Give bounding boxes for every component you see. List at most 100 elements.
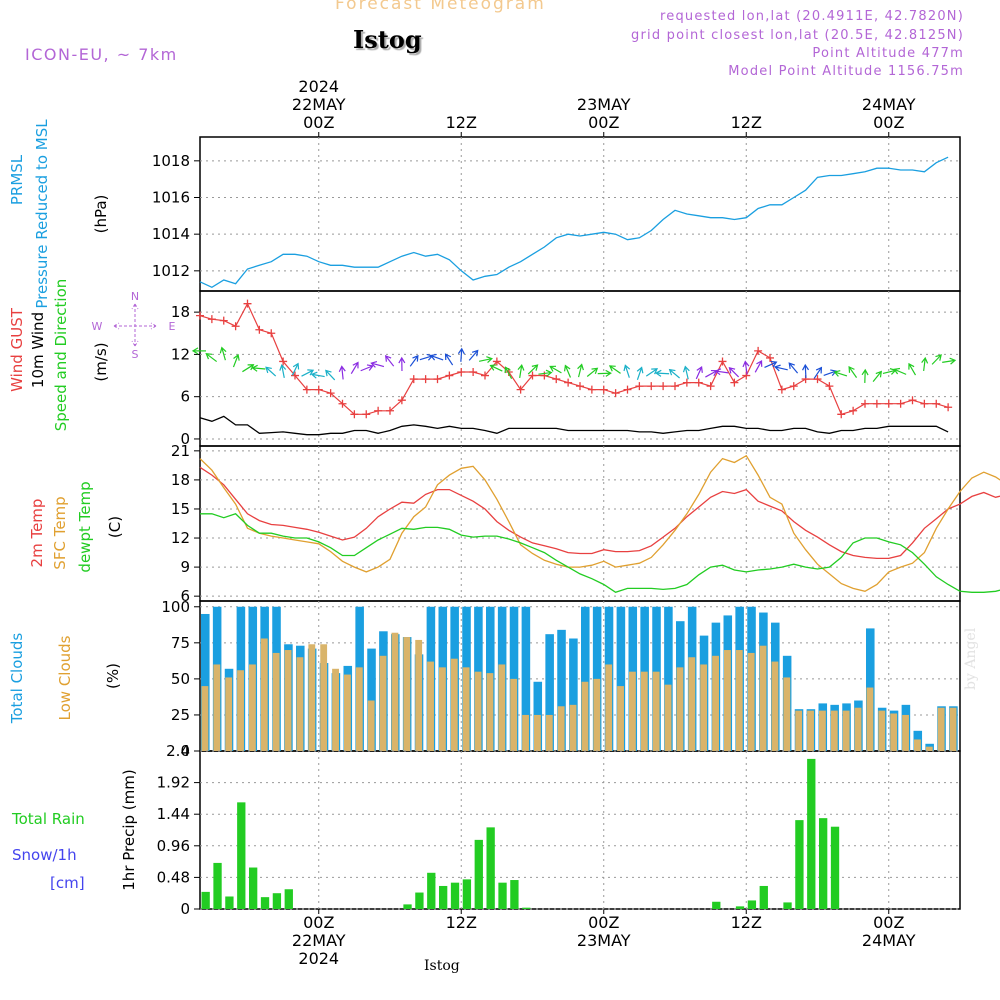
- wind-direction-arrow: [291, 362, 300, 376]
- gust-marker: [635, 382, 644, 391]
- low-cloud-bar: [296, 657, 304, 751]
- low-cloud-bar: [379, 655, 387, 751]
- wind-direction-arrow: [695, 365, 703, 380]
- requested-point: requested lon,lat (20.4911E, 42.7820N): [659, 9, 964, 24]
- wind-arrow-head: [265, 366, 272, 374]
- wind-speed-direction-label: Speed and Direction: [52, 279, 70, 432]
- rain-bar: [735, 906, 745, 909]
- wind-direction-arrow: [931, 354, 942, 365]
- wind-direction-arrow: [577, 363, 584, 378]
- pressure-label-short: PRMSL: [8, 154, 26, 205]
- wind-direction-arrow: [801, 363, 810, 379]
- low-cloud-bar: [830, 710, 838, 751]
- wind-arrow-head: [770, 360, 778, 368]
- time-tick-label: 23MAY: [577, 931, 631, 950]
- wind-direction-arrow: [608, 365, 621, 374]
- gust-marker: [671, 382, 679, 391]
- time-tick-label: 00Z: [303, 113, 334, 132]
- gust-marker: [920, 399, 929, 408]
- low-cloud-bar: [949, 707, 957, 751]
- wind-arrow-shaft: [341, 367, 344, 380]
- wind-arrow-shaft: [695, 367, 702, 380]
- gust-marker: [944, 403, 953, 412]
- gust-marker: [243, 299, 252, 308]
- y-tick-label: 0: [180, 742, 190, 760]
- wind-arrow-head: [756, 359, 763, 367]
- wind-direction-arrow: [861, 368, 869, 383]
- gust-marker: [908, 396, 917, 405]
- wind-arrow-shaft: [705, 370, 717, 378]
- y-tick-label: 18: [171, 303, 190, 321]
- wind-arrow-head: [251, 364, 258, 372]
- wind-arrow-shaft: [253, 367, 266, 370]
- low-cloud-bar: [605, 664, 613, 751]
- low-cloud-bar: [439, 667, 446, 751]
- wind-direction-arrow: [645, 368, 659, 377]
- low-cloud-bar: [450, 658, 458, 751]
- low-cloud-bar: [783, 677, 791, 751]
- rain-bar: [819, 818, 828, 909]
- wind-arrow-head: [935, 354, 942, 361]
- wind-arrow-head: [861, 368, 869, 376]
- wind-direction-arrow: [754, 359, 763, 373]
- wind-direction-arrow: [370, 360, 385, 368]
- compass-n: N: [131, 290, 139, 303]
- rain-bar: [260, 897, 270, 909]
- low-cloud-bar: [249, 664, 256, 751]
- snow-label: Snow/1h: [12, 846, 77, 864]
- low-cloud-bar: [522, 714, 529, 751]
- wind-direction-arrow: [219, 346, 227, 361]
- wind-direction-arrow: [872, 370, 883, 382]
- wind-direction-arrow: [517, 363, 525, 379]
- low-cloud-bar: [272, 652, 280, 751]
- rain-bar: [486, 827, 495, 909]
- wind-arrow-shaft: [636, 368, 642, 381]
- wind-arrow-shaft: [804, 365, 807, 379]
- wind-arrow-shaft: [625, 366, 630, 378]
- low-cloud-bar: [260, 638, 268, 751]
- gust-marker: [754, 346, 763, 355]
- y-tick-label: 6: [180, 587, 190, 605]
- gust-marker: [481, 371, 489, 380]
- wind-arrow-head: [921, 356, 929, 364]
- time-tick-label: 23MAY: [577, 95, 631, 114]
- time-tick-label: 00Z: [873, 913, 904, 932]
- low-cloud-bar: [759, 645, 767, 751]
- gust-marker: [884, 399, 893, 408]
- wind-direction-arrow: [788, 362, 799, 374]
- gust-marker: [599, 385, 608, 394]
- rain-bar: [201, 891, 210, 909]
- total-cloud-bar: [521, 606, 531, 751]
- wind-arrow-shaft: [242, 364, 253, 373]
- rain-bar: [439, 885, 448, 909]
- wind-arrow-head: [742, 360, 750, 368]
- gust-marker: [219, 316, 228, 325]
- grid-point: grid point closest lon,lat (20.5E, 42.81…: [631, 28, 964, 43]
- clouds-units: (%): [104, 663, 122, 689]
- wind-arrow-shaft: [312, 373, 325, 378]
- model-altitude: Model Point Altitude 1156.75m: [728, 64, 964, 79]
- low-cloud-bar: [534, 714, 541, 751]
- gust-marker: [837, 410, 846, 419]
- pressure-line: [199, 156, 949, 289]
- low-cloud-bar: [664, 684, 672, 751]
- wind-arrow-head: [623, 364, 631, 372]
- wind-arrow-shaft: [468, 350, 478, 361]
- wind-arrow-shaft: [942, 359, 955, 363]
- panel-frame: [199, 136, 961, 292]
- gust-marker: [326, 389, 335, 398]
- wind-arrow-head: [682, 365, 690, 373]
- y-tick-label: 100: [161, 598, 190, 616]
- author-byline: by Angel: [963, 627, 979, 690]
- wind-arrow-shaft: [350, 363, 358, 374]
- gust-marker: [445, 371, 454, 380]
- gust-marker: [896, 399, 905, 408]
- wind-arrow-head: [908, 362, 915, 370]
- low-cloud-bar: [735, 650, 743, 751]
- wind-arrow-shaft: [882, 369, 895, 375]
- gust-marker: [374, 406, 383, 415]
- y-tick-label: 50: [171, 670, 190, 688]
- gust-marker: [623, 385, 632, 394]
- wind-arrow-shaft: [813, 368, 822, 379]
- wind-direction-arrow: [191, 347, 206, 355]
